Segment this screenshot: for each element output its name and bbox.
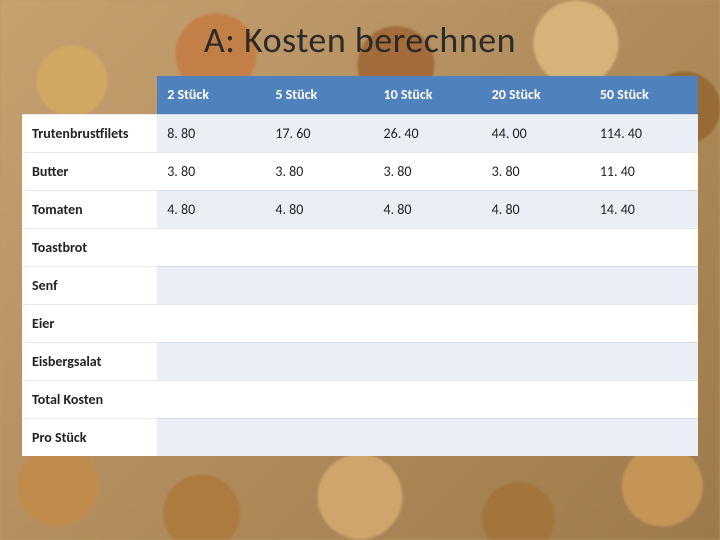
row-label: Trutenbrustfilets bbox=[22, 114, 157, 152]
row-label: Eier bbox=[22, 304, 157, 342]
cell: 11. 40 bbox=[590, 152, 698, 190]
table-header: 2 Stück 5 Stück 10 Stück 20 Stück 50 Stü… bbox=[22, 76, 698, 114]
cell bbox=[157, 266, 265, 304]
cell bbox=[265, 228, 373, 266]
row-label: Butter bbox=[22, 152, 157, 190]
cell bbox=[590, 304, 698, 342]
cell bbox=[482, 266, 590, 304]
cell bbox=[374, 304, 482, 342]
table-row: Total Kosten bbox=[22, 380, 698, 418]
cell: 3. 80 bbox=[374, 152, 482, 190]
col-header: 10 Stück bbox=[374, 76, 482, 114]
table-corner bbox=[22, 76, 157, 114]
col-header: 20 Stück bbox=[482, 76, 590, 114]
cell bbox=[157, 304, 265, 342]
cell bbox=[265, 266, 373, 304]
cell bbox=[590, 380, 698, 418]
col-header: 50 Stück bbox=[590, 76, 698, 114]
cell bbox=[590, 266, 698, 304]
cell: 4. 80 bbox=[157, 190, 265, 228]
cell bbox=[374, 418, 482, 456]
cell bbox=[265, 304, 373, 342]
cell: 4. 80 bbox=[374, 190, 482, 228]
table-row: Trutenbrustfilets8. 8017. 6026. 4044. 00… bbox=[22, 114, 698, 152]
cell: 26. 40 bbox=[374, 114, 482, 152]
table-row: Tomaten4. 804. 804. 804. 8014. 40 bbox=[22, 190, 698, 228]
cell bbox=[374, 342, 482, 380]
row-label: Eisbergsalat bbox=[22, 342, 157, 380]
row-label: Pro Stück bbox=[22, 418, 157, 456]
cell: 14. 40 bbox=[590, 190, 698, 228]
cell bbox=[374, 266, 482, 304]
slide: A: Kosten berechnen 2 Stück 5 Stück 10 S… bbox=[0, 0, 720, 540]
cell bbox=[374, 380, 482, 418]
cell bbox=[265, 342, 373, 380]
cell: 3. 80 bbox=[265, 152, 373, 190]
table-row: Senf bbox=[22, 266, 698, 304]
page-title: A: Kosten berechnen bbox=[22, 18, 698, 62]
row-label: Tomaten bbox=[22, 190, 157, 228]
cell bbox=[590, 228, 698, 266]
table-row: Pro Stück bbox=[22, 418, 698, 456]
cell: 8. 80 bbox=[157, 114, 265, 152]
col-header: 5 Stück bbox=[265, 76, 373, 114]
cell bbox=[157, 228, 265, 266]
row-label: Senf bbox=[22, 266, 157, 304]
cell bbox=[482, 342, 590, 380]
cell: 17. 60 bbox=[265, 114, 373, 152]
cell bbox=[482, 228, 590, 266]
cost-table: 2 Stück 5 Stück 10 Stück 20 Stück 50 Stü… bbox=[22, 76, 698, 456]
table-row: Eisbergsalat bbox=[22, 342, 698, 380]
cell bbox=[374, 228, 482, 266]
cell: 44. 00 bbox=[482, 114, 590, 152]
table-row: Butter3. 803. 803. 803. 8011. 40 bbox=[22, 152, 698, 190]
table-row: Eier bbox=[22, 304, 698, 342]
row-label: Total Kosten bbox=[22, 380, 157, 418]
cell bbox=[157, 418, 265, 456]
cell bbox=[590, 342, 698, 380]
cell bbox=[265, 380, 373, 418]
cell bbox=[482, 418, 590, 456]
table-row: Toastbrot bbox=[22, 228, 698, 266]
cell: 114. 40 bbox=[590, 114, 698, 152]
row-label: Toastbrot bbox=[22, 228, 157, 266]
cell: 4. 80 bbox=[265, 190, 373, 228]
cell bbox=[482, 380, 590, 418]
table-body: Trutenbrustfilets8. 8017. 6026. 4044. 00… bbox=[22, 114, 698, 456]
cell bbox=[482, 304, 590, 342]
cell: 3. 80 bbox=[482, 152, 590, 190]
cell bbox=[157, 380, 265, 418]
cell bbox=[590, 418, 698, 456]
cell bbox=[157, 342, 265, 380]
col-header: 2 Stück bbox=[157, 76, 265, 114]
cell: 4. 80 bbox=[482, 190, 590, 228]
cell bbox=[265, 418, 373, 456]
cell: 3. 80 bbox=[157, 152, 265, 190]
